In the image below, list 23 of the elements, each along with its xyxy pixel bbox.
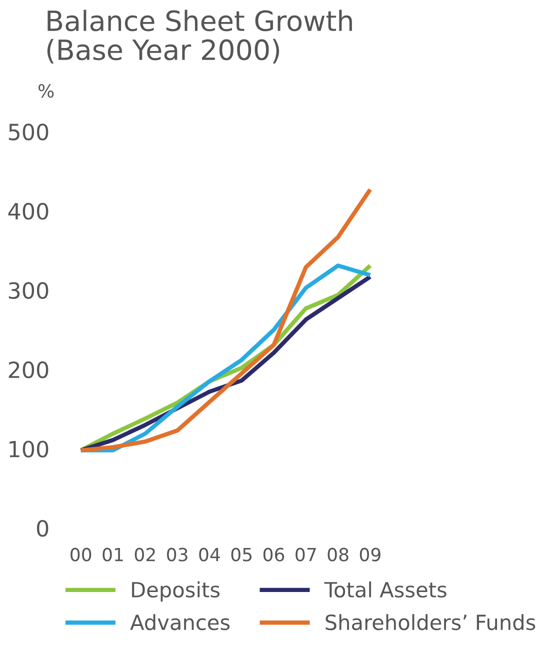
x-tick-label: 01	[102, 548, 123, 562]
x-tick-label: 00	[70, 548, 92, 562]
y-tick-label: 0	[36, 520, 48, 537]
y-tick-label: 100	[10, 440, 48, 458]
x-tick-label: 09	[360, 548, 380, 562]
y-tick-label: 500	[8, 124, 48, 140]
y-axis-title: %	[38, 84, 54, 98]
legend-label: Total Assets	[324, 581, 446, 598]
x-tick-label: 04	[199, 548, 220, 562]
legend-label: Advances	[130, 614, 230, 630]
x-tick-label: 05	[231, 548, 252, 562]
x-tick-label: 02	[134, 548, 155, 562]
chart-title: Balance Sheet Growth (Base Year 2000)	[47, 10, 352, 64]
y-tick-label: 200	[8, 361, 48, 378]
legend-label: Shareholders’ Funds	[326, 614, 536, 630]
line-series	[80, 187, 372, 452]
x-tick-label: 03	[167, 548, 188, 562]
x-tick-label: 08	[328, 548, 348, 562]
legend-label: Deposits	[132, 581, 220, 602]
x-tick-label: 07	[296, 548, 316, 562]
y-tick-label: 400	[8, 202, 48, 220]
y-tick-label: 300	[8, 282, 48, 299]
x-tick-label: 06	[263, 548, 284, 562]
